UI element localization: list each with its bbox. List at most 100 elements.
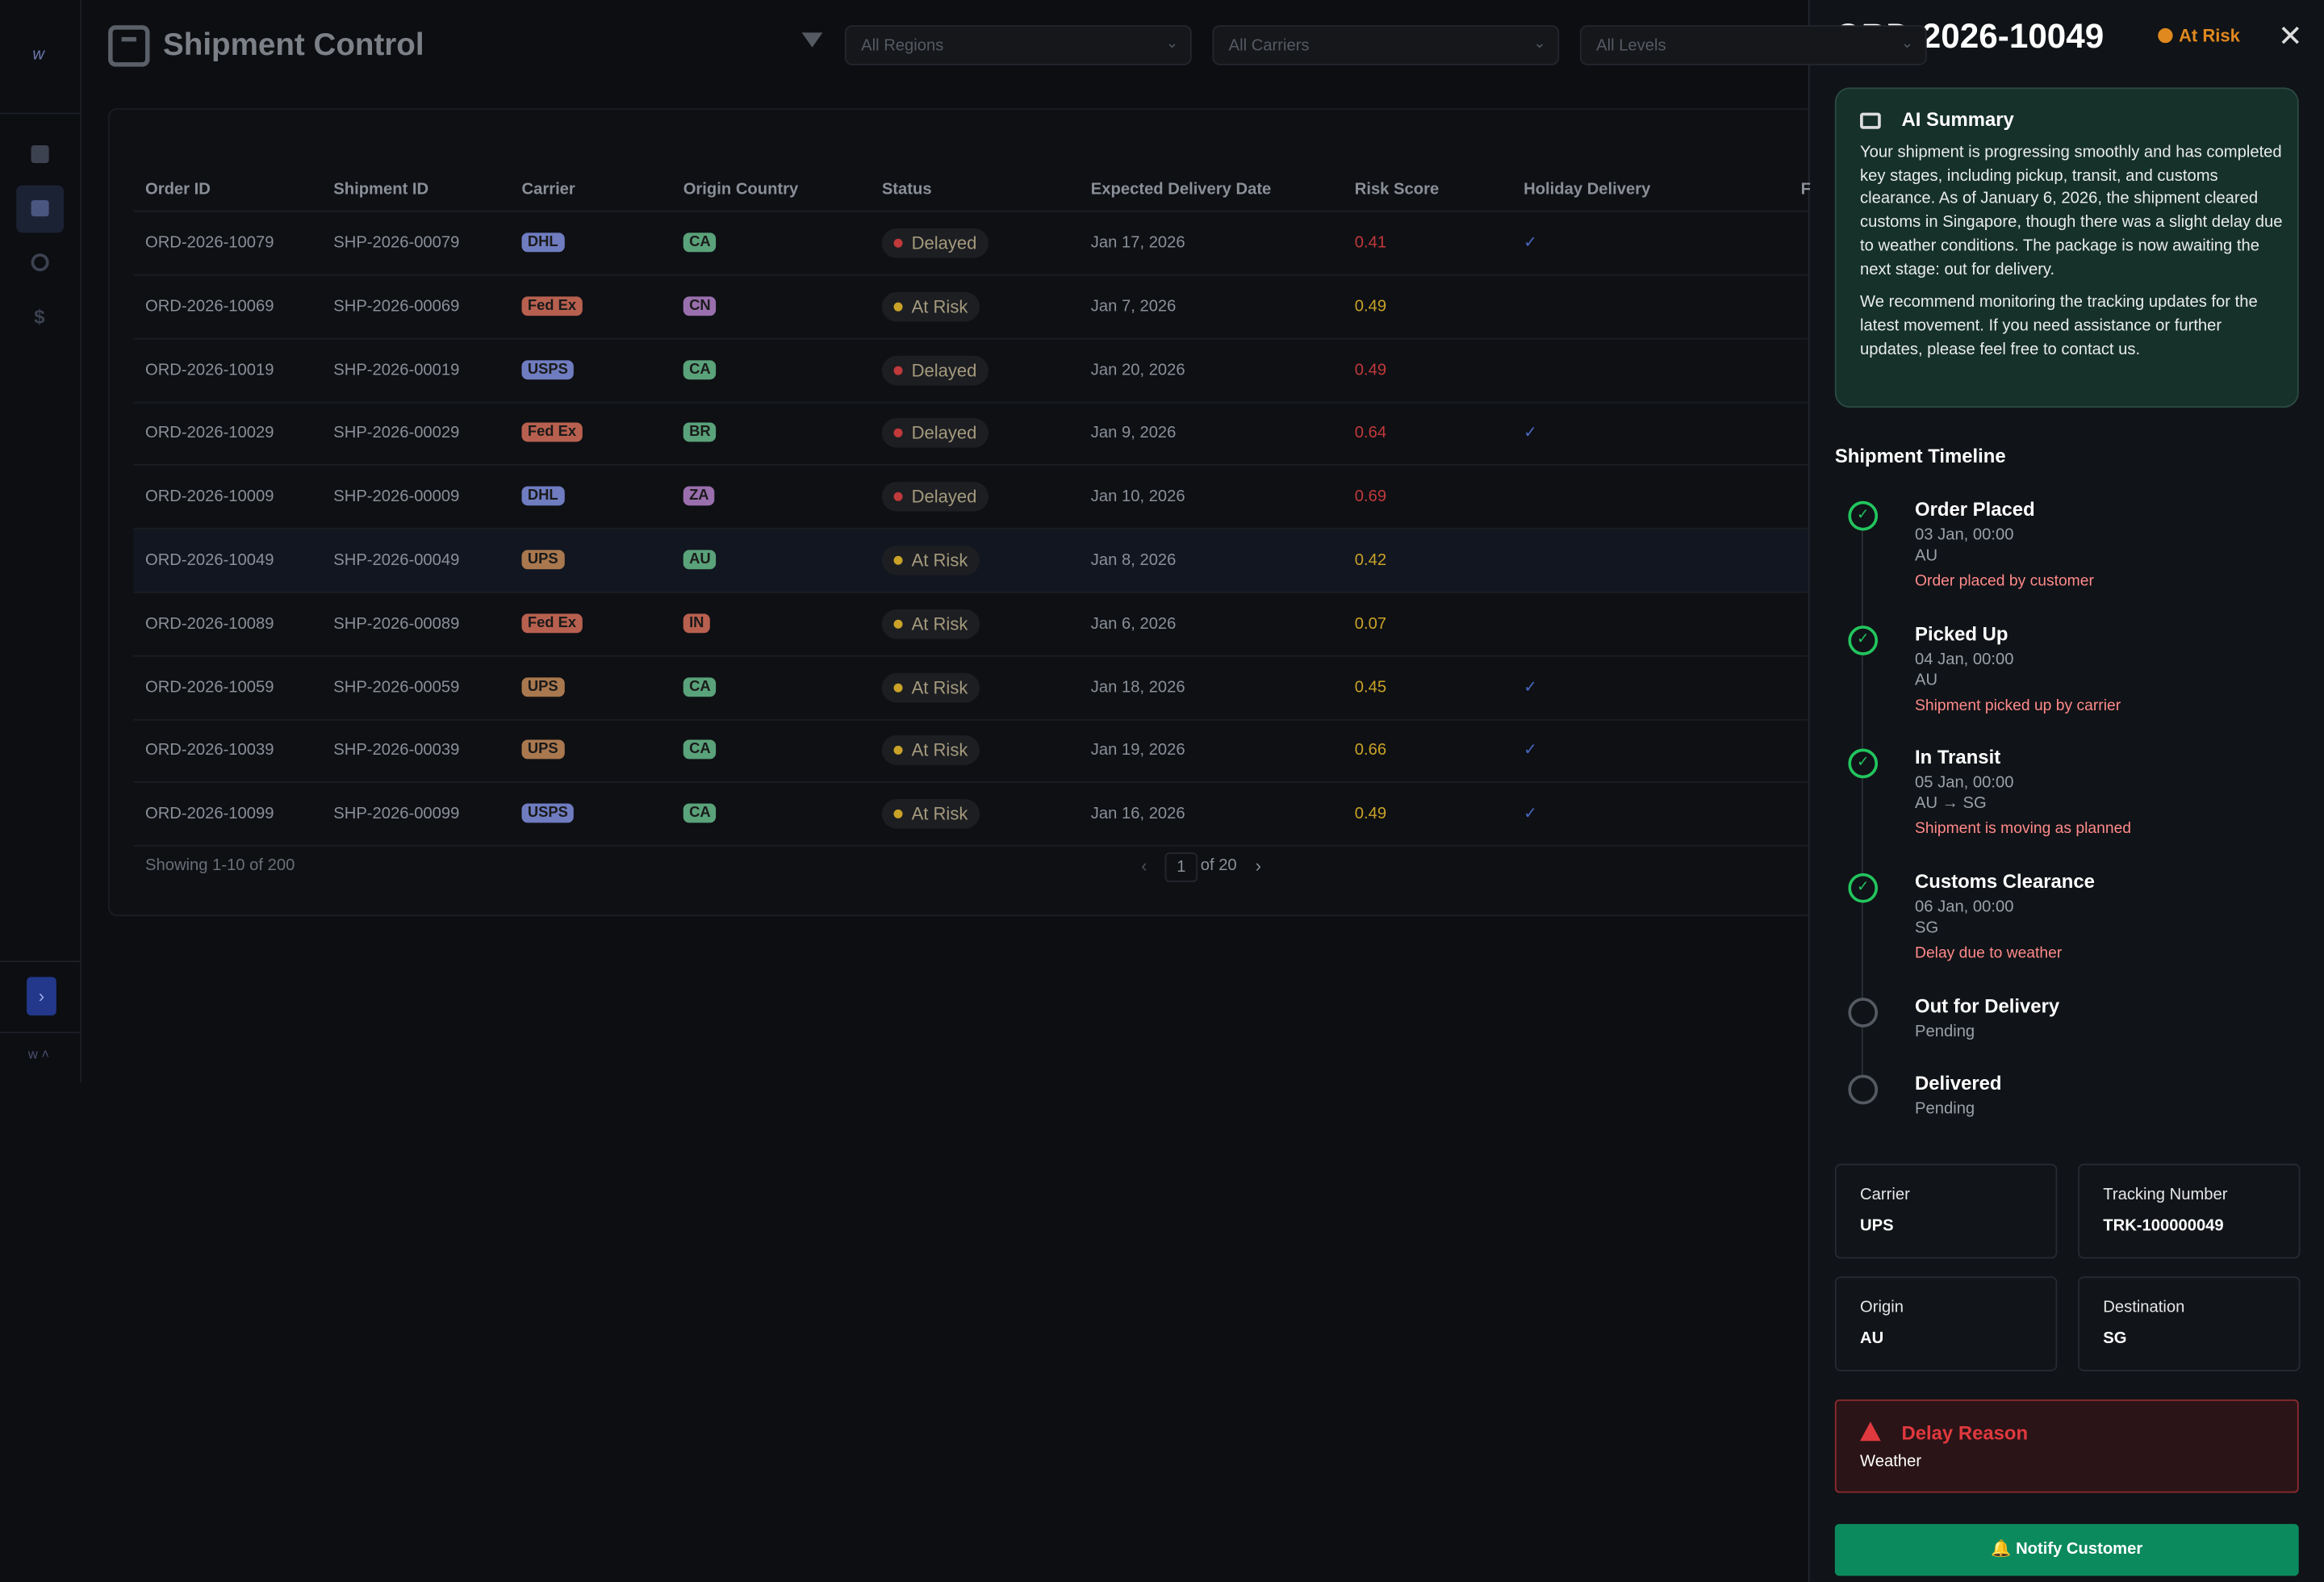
nav-tracking[interactable] [31, 253, 49, 272]
holiday-check: ✓ [1524, 742, 1538, 760]
column-header: Carrier [521, 181, 575, 199]
status-dot [893, 682, 903, 692]
origin-badge: ZA [683, 486, 715, 506]
event-note: Shipment is moving as planned [1915, 819, 2132, 838]
status-dot [893, 810, 903, 819]
origin-badge: CA [683, 676, 717, 697]
panel-status: At Risk [2158, 25, 2240, 46]
order-id: ORD-2026-10099 [144, 805, 274, 823]
expected-date: Jan 8, 2026 [1090, 551, 1177, 570]
expand-button[interactable]: › [27, 977, 56, 1016]
expected-date: Jan 18, 2026 [1090, 678, 1185, 697]
table-row[interactable]: ORD-2026-10059 SHP-2026-00059 UPS CA At Risk… [133, 656, 1808, 720]
detail-label: Carrier [1860, 1186, 1910, 1204]
notify-button[interactable]: 🔔 Notify Customer [1834, 1524, 2299, 1576]
risk-score: 0.64 [1354, 425, 1387, 443]
risk-score: 0.45 [1354, 678, 1387, 697]
status-text: Delayed [911, 359, 977, 381]
risk-score: 0.41 [1354, 234, 1387, 253]
filter-select[interactable]: All Carriers ⌄ [1212, 25, 1560, 65]
user-menu[interactable]: w ˄ [27, 1046, 50, 1062]
detail-card: Tracking Number TRK-100000049 [2078, 1163, 2301, 1259]
status-text: At Risk [911, 613, 968, 634]
shipment-id: SHP-2026-00059 [333, 678, 460, 697]
expected-date: Jan 20, 2026 [1090, 361, 1185, 379]
logo: w [32, 45, 45, 64]
expected-date: Jan 9, 2026 [1090, 425, 1177, 443]
next-page[interactable]: › [1255, 855, 1262, 877]
detail-label: Tracking Number [2103, 1186, 2228, 1204]
timeline-title: Shipment Timeline [1834, 445, 2006, 467]
status-pill: Delayed [881, 228, 989, 258]
column-header: Status [881, 181, 932, 199]
close-button[interactable]: ✕ [2278, 20, 2303, 54]
status-pill: At Risk [881, 545, 980, 575]
origin-badge: IN [683, 613, 710, 633]
detail-value: TRK-100000049 [2103, 1216, 2224, 1235]
order-id: ORD-2026-10029 [144, 425, 274, 443]
notify-label[interactable]: Notify Customer [2016, 1540, 2143, 1559]
table-row[interactable]: ORD-2026-10039 SHP-2026-00039 UPS CA At Risk… [133, 720, 1808, 784]
table-row[interactable]: ORD-2026-10089 SHP-2026-00089 Fed Ex IN At R… [133, 592, 1808, 657]
detail-value: UPS [1860, 1216, 1894, 1235]
event-time: Pending [1915, 1023, 1975, 1041]
status-text: At Risk [911, 803, 968, 825]
filter-select[interactable]: All Regions ⌄ [844, 25, 1192, 65]
shipment-id: SHP-2026-00079 [333, 234, 460, 253]
status-dot [893, 365, 903, 375]
event-title: Picked Up [1915, 622, 2008, 645]
nav-finance[interactable]: $ [34, 305, 45, 328]
warning-icon [1860, 1421, 1881, 1442]
table-row[interactable]: ORD-2026-10019 SHP-2026-00019 USPS CA Delaye… [133, 339, 1808, 403]
risk-score: 0.49 [1354, 361, 1387, 379]
order-id: ORD-2026-10069 [144, 297, 274, 316]
timeline-marker: ✓ [1848, 626, 1879, 655]
table-row[interactable]: ORD-2026-10009 SHP-2026-00009 DHL ZA Delayed… [133, 466, 1808, 530]
status-pill: At Risk [881, 799, 980, 830]
status-dot [893, 492, 903, 502]
table-row[interactable]: ORD-2026-10029 SHP-2026-00029 Fed Ex BR Dela… [133, 402, 1808, 467]
expected-date: Jan 19, 2026 [1090, 742, 1185, 760]
carrier-badge: UPS [521, 740, 564, 760]
nav-shipments[interactable] [16, 185, 64, 233]
ai-summary: AI Summary Your shipment is progressing … [1834, 87, 2299, 408]
event-location: AU [1915, 546, 1938, 565]
event-title: Order Placed [1915, 498, 2035, 521]
sidebar: w $ › w ˄ [0, 0, 82, 1082]
holiday-check: ✓ [1524, 234, 1538, 253]
table-row[interactable]: ORD-2026-10049 SHP-2026-00049 UPS AU At Risk… [133, 529, 1808, 593]
filter-caret: ⌄ [1165, 36, 1179, 52]
carrier-badge: Fed Ex [521, 423, 583, 443]
timeline-marker: ✓ [1848, 873, 1879, 903]
delay-value: Weather [1860, 1452, 1922, 1471]
order-id: ORD-2026-10079 [144, 234, 274, 253]
table-row[interactable]: ORD-2026-10079 SHP-2026-00079 DHL CA Delayed… [133, 212, 1808, 276]
status-text: At Risk [911, 550, 968, 571]
order-id: ORD-2026-10039 [144, 742, 274, 760]
origin-badge: BR [683, 423, 717, 443]
risk-score: 0.66 [1354, 742, 1387, 760]
delay-title: Delay Reason [1901, 1421, 2029, 1444]
detail-card: Origin AU [1834, 1276, 2058, 1371]
event-note: Shipment picked up by carrier [1915, 697, 2121, 715]
status-pill: Delayed [881, 418, 989, 449]
prev-page[interactable]: ‹ [1141, 855, 1147, 877]
status-pill: At Risk [881, 291, 980, 322]
delay-box: Delay Reason Weather [1834, 1399, 2299, 1493]
order-id: ORD-2026-10059 [144, 678, 274, 697]
filter-select[interactable]: All Levels ⌄ [1579, 25, 1927, 65]
shipment-id: SHP-2026-00069 [333, 297, 460, 316]
table-row[interactable]: ORD-2026-10099 SHP-2026-00099 USPS CA At Ris… [133, 783, 1808, 848]
table-row[interactable]: ORD-2026-10069 SHP-2026-00069 Fed Ex CN At R… [133, 275, 1808, 340]
risk-score: 0.49 [1354, 297, 1387, 316]
origin-badge: CA [683, 803, 717, 823]
risk-score: 0.07 [1354, 614, 1387, 633]
nav-dashboard[interactable] [31, 144, 49, 164]
status-text: Delayed [911, 232, 977, 254]
page-number[interactable]: 1 [1164, 852, 1198, 882]
filter-caret: ⌄ [1533, 36, 1546, 52]
event-time: 05 Jan, 00:00 [1915, 773, 2014, 792]
holiday-check: ✓ [1524, 425, 1538, 443]
